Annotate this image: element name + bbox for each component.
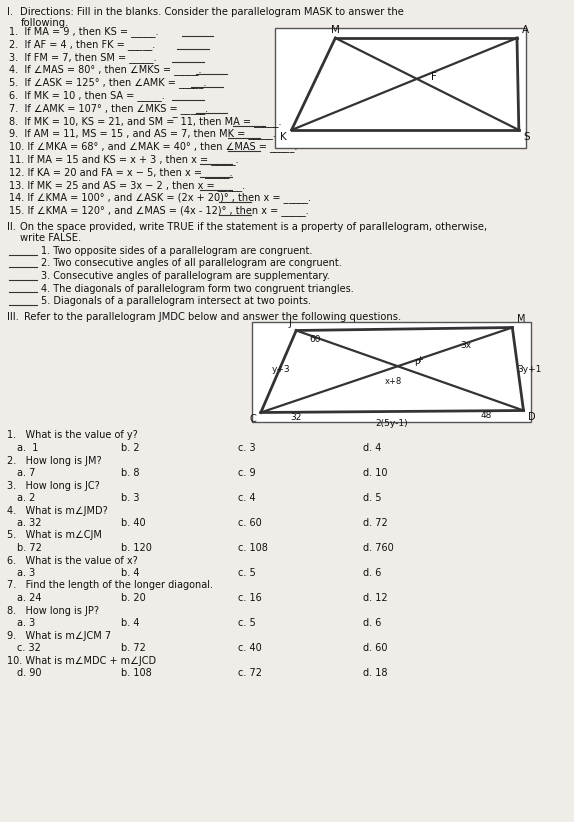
Text: d. 90: d. 90: [17, 668, 41, 678]
Text: 14. If ∠KMA = 100° , and ∠ASK = (2x + 20)° , then x = _____.: 14. If ∠KMA = 100° , and ∠ASK = (2x + 20…: [9, 192, 311, 203]
Text: d. 4: d. 4: [363, 443, 382, 453]
Text: c. 108: c. 108: [238, 543, 267, 553]
Text: b. 72: b. 72: [121, 643, 146, 653]
Text: c. 16: c. 16: [238, 593, 261, 603]
Text: write FALSE.: write FALSE.: [21, 233, 82, 243]
Text: d. 6: d. 6: [363, 568, 382, 578]
Text: 5. Diagonals of a parallelogram intersect at two points.: 5. Diagonals of a parallelogram intersec…: [41, 296, 311, 306]
Text: 6.  If MK = 10 , then SA = _____.: 6. If MK = 10 , then SA = _____.: [9, 90, 165, 101]
Text: +: +: [416, 355, 422, 364]
Text: 5.  If ∠ASK = 125° , then ∠AMK = _____.: 5. If ∠ASK = 125° , then ∠AMK = _____.: [9, 77, 207, 88]
Text: III.: III.: [6, 312, 18, 322]
Text: 15. If ∠KMA = 120° , and ∠MAS = (4x - 12)° , then x = _____.: 15. If ∠KMA = 120° , and ∠MAS = (4x - 12…: [9, 206, 309, 216]
Text: J: J: [289, 317, 292, 327]
Text: d. 6: d. 6: [363, 618, 382, 628]
Text: c. 72: c. 72: [238, 668, 262, 678]
Text: b. 108: b. 108: [121, 668, 152, 678]
Text: 9.  If AM = 11, MS = 15 , and AS = 7, then MK = _____.: 9. If AM = 11, MS = 15 , and AS = 7, the…: [9, 128, 276, 139]
Text: 1.  If MA = 9 , then KS = _____.: 1. If MA = 9 , then KS = _____.: [9, 26, 159, 37]
Text: 10. If ∠MKA = 68° , and ∠MAK = 40° , then ∠MAS = _____.: 10. If ∠MKA = 68° , and ∠MAK = 40° , the…: [9, 141, 298, 152]
Text: 3.   How long is JC?: 3. How long is JC?: [7, 481, 100, 491]
Text: c. 32: c. 32: [17, 643, 41, 653]
Text: 9.   What is m∠JCM 7: 9. What is m∠JCM 7: [7, 630, 111, 640]
Text: following.: following.: [21, 18, 69, 28]
Text: b. 120: b. 120: [121, 543, 152, 553]
Text: c. 3: c. 3: [238, 443, 255, 453]
Text: b. 2: b. 2: [121, 443, 139, 453]
Text: a. 7: a. 7: [17, 468, 35, 478]
Text: 2.  If AF = 4 , then FK = _____.: 2. If AF = 4 , then FK = _____.: [9, 39, 156, 49]
Text: c. 60: c. 60: [238, 518, 261, 528]
Text: c. 4: c. 4: [238, 493, 255, 503]
Text: a.  1: a. 1: [17, 443, 38, 453]
Text: 32: 32: [290, 413, 302, 423]
Text: A: A: [522, 25, 529, 35]
Text: II.: II.: [6, 222, 15, 232]
Text: 4. The diagonals of parallelogram form two congruent triangles.: 4. The diagonals of parallelogram form t…: [41, 284, 354, 293]
Text: K: K: [280, 132, 287, 142]
Text: b. 4: b. 4: [121, 618, 139, 628]
Text: 2(5y-1): 2(5y-1): [376, 419, 409, 428]
Text: 12. If KA = 20 and FA = x − 5, then x = _____.: 12. If KA = 20 and FA = x − 5, then x = …: [9, 167, 233, 178]
Text: 1.   What is the value of y?: 1. What is the value of y?: [7, 431, 138, 441]
Text: c. 40: c. 40: [238, 643, 261, 653]
Text: d. 18: d. 18: [363, 668, 388, 678]
Text: d. 72: d. 72: [363, 518, 388, 528]
Text: 3x: 3x: [460, 340, 471, 349]
Text: b. 72: b. 72: [17, 543, 42, 553]
Text: 7.  If ∠AMK = 107° , then ∠MKS = _____.: 7. If ∠AMK = 107° , then ∠MKS = _____.: [9, 103, 208, 113]
Text: M: M: [517, 315, 525, 325]
Text: 10. What is m∠MDC + m∠JCD: 10. What is m∠MDC + m∠JCD: [7, 655, 157, 666]
Text: 8.   How long is JP?: 8. How long is JP?: [7, 606, 99, 616]
Text: Refer to the parallelogram JMDC below and answer the following questions.: Refer to the parallelogram JMDC below an…: [24, 312, 401, 322]
Text: S: S: [523, 132, 530, 142]
Text: d. 60: d. 60: [363, 643, 388, 653]
Text: 60: 60: [309, 335, 321, 344]
Text: 7.   Find the length of the longer diagonal.: 7. Find the length of the longer diagona…: [7, 580, 214, 590]
Text: b. 40: b. 40: [121, 518, 146, 528]
Text: b. 20: b. 20: [121, 593, 146, 603]
Text: 13. If MK = 25 and AS = 3x − 2 , then x = _____.: 13. If MK = 25 and AS = 3x − 2 , then x …: [9, 179, 246, 191]
Text: b. 3: b. 3: [121, 493, 139, 503]
Text: d. 5: d. 5: [363, 493, 382, 503]
Text: Directions: Fill in the blanks. Consider the parallelogram MASK to answer the: Directions: Fill in the blanks. Consider…: [21, 7, 404, 17]
Text: 48: 48: [480, 412, 492, 421]
Text: a. 2: a. 2: [17, 493, 35, 503]
Text: I.: I.: [6, 7, 13, 17]
Text: d. 12: d. 12: [363, 593, 388, 603]
Text: c. 9: c. 9: [238, 468, 255, 478]
Text: c. 5: c. 5: [238, 618, 255, 628]
Text: On the space provided, write TRUE if the statement is a property of parallelogra: On the space provided, write TRUE if the…: [21, 222, 488, 232]
Text: a. 24: a. 24: [17, 593, 41, 603]
Text: 2. Two consecutive angles of all parallelogram are congruent.: 2. Two consecutive angles of all paralle…: [41, 258, 342, 269]
Text: M: M: [331, 25, 340, 35]
Bar: [275, 28, 526, 148]
Text: 8.  If MK = 10, KS = 21, and SM = ̅ 11, then MA = _____.: 8. If MK = 10, KS = 21, and SM = ̅ 11, t…: [9, 116, 282, 127]
Text: c. 5: c. 5: [238, 568, 255, 578]
Bar: [251, 322, 531, 423]
Text: 4.  If ∠MAS = 80° , then ∠MKS = _____.: 4. If ∠MAS = 80° , then ∠MKS = _____.: [9, 64, 202, 76]
Text: 4.   What is m∠JMD?: 4. What is m∠JMD?: [7, 506, 108, 515]
Text: C: C: [250, 414, 256, 424]
Text: a. 32: a. 32: [17, 518, 41, 528]
Text: a. 3: a. 3: [17, 568, 35, 578]
Text: 3. Consecutive angles of parallelogram are supplementary.: 3. Consecutive angles of parallelogram a…: [41, 271, 329, 281]
Text: 3y+1: 3y+1: [517, 366, 541, 375]
Text: F: F: [431, 72, 437, 82]
Text: d. 760: d. 760: [363, 543, 394, 553]
Text: 1. Two opposite sides of a parallelogram are congruent.: 1. Two opposite sides of a parallelogram…: [41, 246, 312, 256]
Text: d. 10: d. 10: [363, 468, 388, 478]
Text: 2.   How long is JM?: 2. How long is JM?: [7, 455, 102, 465]
Text: b. 4: b. 4: [121, 568, 139, 578]
Text: P: P: [414, 359, 420, 368]
Text: 6.   What is the value of x?: 6. What is the value of x?: [7, 556, 138, 566]
Text: a. 3: a. 3: [17, 618, 35, 628]
Text: x+8: x+8: [385, 377, 402, 386]
Text: D: D: [528, 413, 536, 423]
Text: y+3: y+3: [272, 366, 290, 375]
Text: 11. If MA = 15 and KS = x + 3 , then x = _____.: 11. If MA = 15 and KS = x + 3 , then x =…: [9, 154, 239, 165]
Text: b. 8: b. 8: [121, 468, 139, 478]
Text: 5.   What is m∠CJM: 5. What is m∠CJM: [7, 530, 102, 541]
Text: 3.  If FM = 7, then SM = _____.: 3. If FM = 7, then SM = _____.: [9, 52, 157, 62]
